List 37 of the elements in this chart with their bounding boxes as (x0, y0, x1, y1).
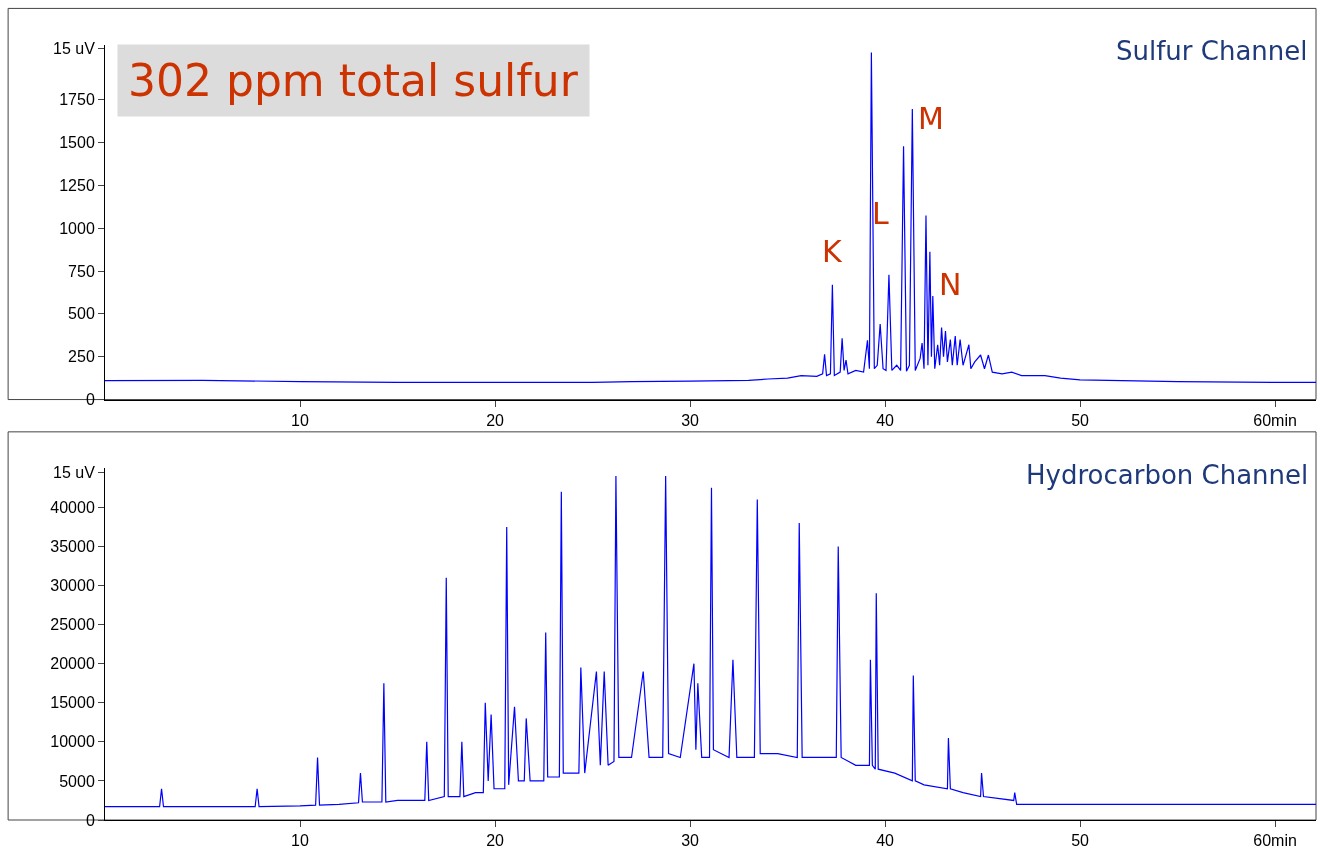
y-tick-label: 25000 (50, 616, 95, 634)
x-tick-label: 50 (1071, 832, 1090, 850)
y-tick-label: 0 (85, 811, 95, 829)
y-tick-label: 250 (68, 348, 95, 366)
y-tick-label: 1250 (59, 176, 95, 194)
x-tick-label: 30 (681, 411, 700, 429)
annotation: L (872, 196, 889, 231)
y-tick-label: 1000 (59, 219, 95, 237)
chart-title: Hydrocarbon Channel (1026, 460, 1309, 490)
x-tick-label: 40 (876, 832, 895, 850)
y-tick-label: 10000 (50, 733, 95, 751)
y-tick-label: 20000 (50, 655, 95, 673)
annotation: M (918, 101, 944, 136)
x-tick-label: 60min (1253, 832, 1297, 850)
y-tick-label: 750 (68, 262, 95, 280)
x-tick-label: 20 (486, 832, 505, 850)
x-tick-label: 30 (681, 832, 700, 850)
x-tick-label: 40 (876, 411, 895, 429)
x-tick-label: 10 (291, 411, 310, 429)
y-axis-title: 15 uV (53, 40, 96, 57)
x-tick-label: 10 (291, 832, 310, 850)
x-tick-label: 20 (486, 411, 505, 429)
y-tick-label: 1750 (59, 91, 95, 109)
annotation: N (939, 267, 962, 302)
x-tick-label: 60min (1253, 411, 1297, 429)
x-tick-label: 50 (1071, 411, 1090, 429)
y-axis-title: 15 uV (53, 464, 96, 481)
annotation: K (822, 234, 843, 269)
y-tick-label: 1500 (59, 134, 95, 152)
annotation: 302 ppm total sulfur (128, 55, 579, 106)
chart-title: Sulfur Channel (1116, 36, 1308, 66)
y-tick-label: 30000 (50, 577, 95, 595)
y-tick-label: 15000 (50, 694, 95, 712)
y-tick-label: 35000 (50, 538, 95, 556)
y-tick-label: 500 (68, 305, 95, 323)
y-tick-label: 5000 (59, 772, 95, 790)
y-tick-label: 40000 (50, 498, 95, 516)
